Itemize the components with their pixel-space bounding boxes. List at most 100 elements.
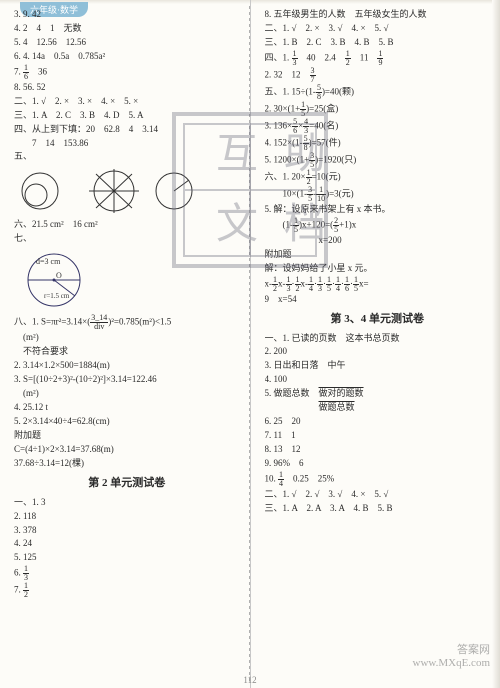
fraction: 35 — [307, 186, 313, 203]
fraction: 16 — [344, 276, 350, 293]
text-line: 二、1. √ 2. × 3. × 4. × 5. × — [14, 95, 240, 109]
text-line: 不符合要求 — [14, 345, 240, 359]
watermark-site: 答案网 www.MXqE.com — [413, 644, 491, 670]
text-line: 三、1. A 2. A 3. A 4. B 5. B — [265, 502, 491, 516]
fraction: 12 — [345, 50, 351, 67]
text-line: 5. 2×3.14×40÷4=62.8(cm) — [14, 415, 240, 429]
text-line: 6. 13 — [14, 565, 240, 582]
watermark-site-name: 答案网 — [413, 644, 491, 657]
text-line: 7. 11 1 — [265, 429, 491, 443]
fraction: 12 — [272, 276, 278, 293]
text-line: 7. 12 — [14, 582, 240, 599]
fraction: 56 — [292, 118, 298, 135]
fraction: 15 — [300, 101, 306, 118]
unit34-title: 第 3、4 单元测试卷 — [265, 311, 491, 328]
text-line: 7 14 153.86 — [14, 137, 240, 151]
text-line: 六、21.5 cm² 16 cm² — [14, 218, 240, 232]
text-line: 2. 3.14×1.2×500=1884(m) — [14, 359, 240, 373]
text-line: 3. 9. 42 — [14, 8, 240, 22]
text-line: 3. 136×56×43=40(名) — [265, 118, 491, 135]
fraction: 37 — [310, 67, 316, 84]
text-line: 六、1. 20×12=10(元) — [265, 169, 491, 186]
fraction: 12 — [23, 582, 29, 599]
text-line: 3. S=[(10÷2+3)²-(10÷2)²]×3.14=122.46 — [14, 373, 240, 387]
fraction: 13 — [286, 276, 292, 293]
svg-text:r=1.5 cm: r=1.5 cm — [44, 292, 70, 300]
text-line: 4. 2 4 1 无数 — [14, 22, 240, 36]
page-number: 112 — [243, 675, 256, 685]
fraction: 14 — [308, 276, 314, 293]
text-line: 2. 30×(1+15)=25(盒) — [265, 101, 491, 118]
unit2-title: 第 2 单元测试卷 — [14, 475, 240, 492]
right-edge — [492, 0, 500, 688]
text-line: 5. 4 12.56 12.56 — [14, 36, 240, 50]
text-line: 4. 24 — [14, 537, 240, 551]
text-line: 二、1. √ 2. × 3. √ 4. × 5. √ — [265, 22, 491, 36]
right-column: 8. 五年级男生的人数 五年级女生的人数二、1. √ 2. × 3. √ 4. … — [250, 0, 500, 688]
text-line: 2. 32 12 37 — [265, 67, 491, 84]
text-line: (m²) — [14, 331, 240, 345]
text-line: 2. 200 — [265, 345, 491, 359]
svg-text:O: O — [56, 271, 62, 280]
text-line: 8. 五年级男生的人数 五年级女生的人数 — [265, 8, 491, 22]
text-line: C=(4÷1)×2×3.14=37.68(m) — [14, 443, 240, 457]
text-line: 8. 13 12 — [265, 443, 491, 457]
fraction: 13 — [317, 276, 323, 293]
text-line: 6. 4. 14a 0.5a 0.785a² — [14, 50, 240, 64]
text-line: 5. 125 — [14, 551, 240, 565]
fraction: 12 — [306, 169, 312, 186]
text-line: 解：设妈妈给了小星 x 元。 — [265, 262, 491, 276]
fraction: 15 — [326, 276, 332, 293]
text-line: 10×(1-35-110)=3(元) — [265, 186, 491, 203]
fraction: 14 — [278, 471, 284, 488]
text-line: 9 x=54 — [265, 293, 491, 307]
fraction: 13 — [292, 50, 298, 67]
text-line: 6. 25 20 — [265, 415, 491, 429]
fraction: 19 — [377, 50, 383, 67]
text-line: 5. 1200×(1+35)=1920(只) — [265, 152, 491, 169]
text-line: 9. 96% 6 — [265, 457, 491, 471]
svg-text:d=3 cm: d=3 cm — [36, 257, 61, 266]
fraction: 43 — [303, 118, 309, 135]
text-line: 四、1. 13 40 2.4 12 11 19 — [265, 50, 491, 67]
figure-circles — [14, 166, 194, 216]
text-line: x-12x-13·12x-14·13·15·14·16·15x= — [265, 276, 491, 293]
fraction: 58 — [316, 84, 322, 101]
text-line: 3. 日出和日落 中午 — [265, 359, 491, 373]
fraction: 3_14div — [90, 314, 108, 331]
text-line: 8. 56. 52 — [14, 81, 240, 95]
text-line: 4. 25.12 t — [14, 401, 240, 415]
text-line: 附加题 — [265, 248, 491, 262]
fraction: 14 — [335, 276, 341, 293]
text-line: 三、1. A 2. C 3. B 4. D 5. A — [14, 109, 240, 123]
text-line: 37.68÷3.14=12(棵) — [14, 457, 240, 471]
watermark-site-url: www.MXqE.com — [413, 657, 491, 670]
fraction: 12 — [295, 276, 301, 293]
text-line: 5. 做题总数 做对的题数 — [265, 387, 491, 401]
text-line: 二、1. √ 2. √ 3. √ 4. × 5. √ — [265, 488, 491, 502]
text-line: 一、1. 已读的页数 这本书总页数 — [265, 332, 491, 346]
text-line: 7. 16 36 — [14, 64, 240, 81]
text-line: 三、1. B 2. C 3. B 4. B 5. B — [265, 36, 491, 50]
text-line: 八、1. S=πr²=3.14×(3_14div)²=0.785(m²)<1.5 — [14, 314, 240, 331]
text-line: 3. 378 — [14, 524, 240, 538]
text-line: 4. 100 — [265, 373, 491, 387]
fraction: 15 — [293, 217, 299, 234]
text-line: 一、1. 3 — [14, 496, 240, 510]
page: 六年级·数学 3. 9. 424. 2 4 1 无数5. 4 12.56 12.… — [0, 0, 500, 688]
text-line: 10. 14 0.25 25% — [265, 471, 491, 488]
fraction: 13 — [23, 565, 29, 582]
fraction: 58 — [303, 135, 309, 152]
text-line: 五、1. 15÷(1-58)=40(颗) — [265, 84, 491, 101]
text-line: 四、从上到下填：20 62.8 4 3.14 — [14, 123, 240, 137]
column-divider — [249, 6, 250, 682]
fraction: 35 — [309, 152, 315, 169]
fraction: 16 — [23, 64, 29, 81]
text-line: 五、 — [14, 150, 240, 164]
text-line: 做题总数 — [265, 401, 491, 415]
text-line: (m²) — [14, 387, 240, 401]
fraction: 110 — [316, 186, 326, 203]
left-column: 3. 9. 424. 2 4 1 无数5. 4 12.56 12.566. 4.… — [0, 0, 250, 688]
text-line: 附加题 — [14, 429, 240, 443]
text-line: 4. 152×(1-58)=57(件) — [265, 135, 491, 152]
